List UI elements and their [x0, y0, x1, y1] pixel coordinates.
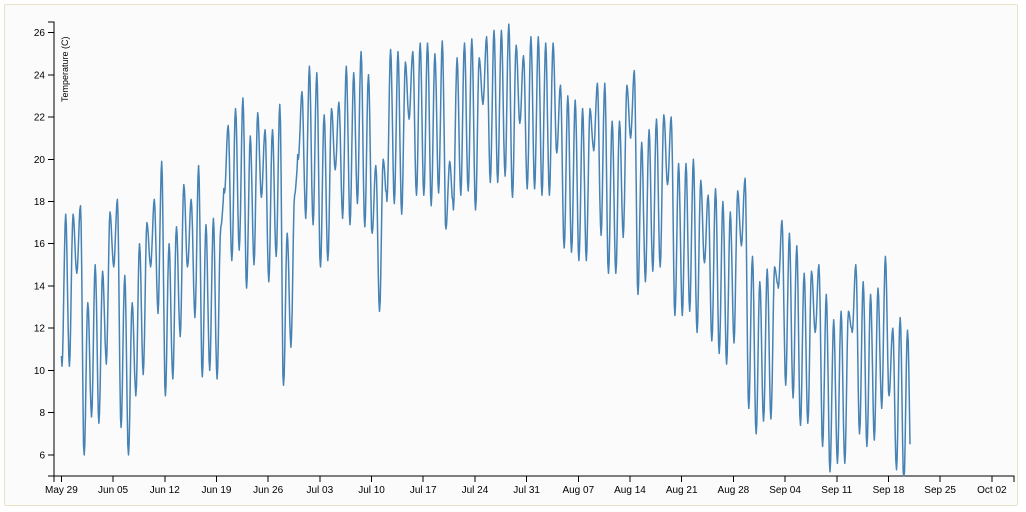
x-tick-label: Sep 11: [821, 485, 852, 496]
temperature-series-line: [60, 23, 911, 477]
x-tick-label: Jul 24: [462, 485, 489, 496]
x-tick-label: Aug 07: [562, 485, 594, 496]
x-tick-label: Aug 28: [718, 485, 750, 496]
x-tick-label: Jul 10: [358, 485, 385, 496]
x-tick-label: Sep 25: [924, 485, 956, 496]
x-tick-label: Jul 17: [410, 485, 437, 496]
y-tick-label: 22: [34, 113, 46, 124]
x-tick-label: May 29: [45, 485, 78, 496]
x-tick-label: Aug 14: [614, 485, 646, 496]
x-tick-label: Jun 26: [253, 485, 283, 496]
x-tick-label: Jul 03: [307, 485, 334, 496]
x-tick-label: Oct 02: [977, 485, 1007, 496]
y-tick-label: 24: [34, 70, 46, 81]
y-tick-label: 14: [34, 281, 46, 292]
y-tick-label: 8: [39, 408, 45, 419]
y-tick-label: 20: [34, 155, 46, 166]
x-tick-label: Jun 12: [150, 485, 180, 496]
y-axis-line: [48, 21, 55, 477]
x-tick-label: Aug 21: [666, 485, 698, 496]
y-tick-label: 6: [39, 450, 45, 461]
x-tick-label: Jun 05: [98, 485, 128, 496]
y-tick-label: 18: [34, 197, 46, 208]
y-tick-label: 12: [34, 324, 46, 335]
x-tick-label: Sep 04: [769, 485, 801, 496]
x-tick-label: Jul 31: [513, 485, 540, 496]
y-tick-label: 16: [34, 239, 46, 250]
y-tick-label: 10: [34, 366, 46, 377]
y-axis: 6 8 10 12 14 16 18 20 22 24 26: [34, 21, 55, 477]
y-axis-title: Temperature (C): [60, 36, 70, 102]
y-tick-label: 26: [34, 28, 46, 39]
x-tick-label: Jun 19: [201, 485, 231, 496]
x-axis: May 29 Jun 05 Jun 12 Jun 19 Jun 26 Jul 03 Jul …: [45, 475, 1015, 496]
x-axis-line: [53, 475, 1015, 482]
x-tick-label: Sep 18: [873, 485, 905, 496]
